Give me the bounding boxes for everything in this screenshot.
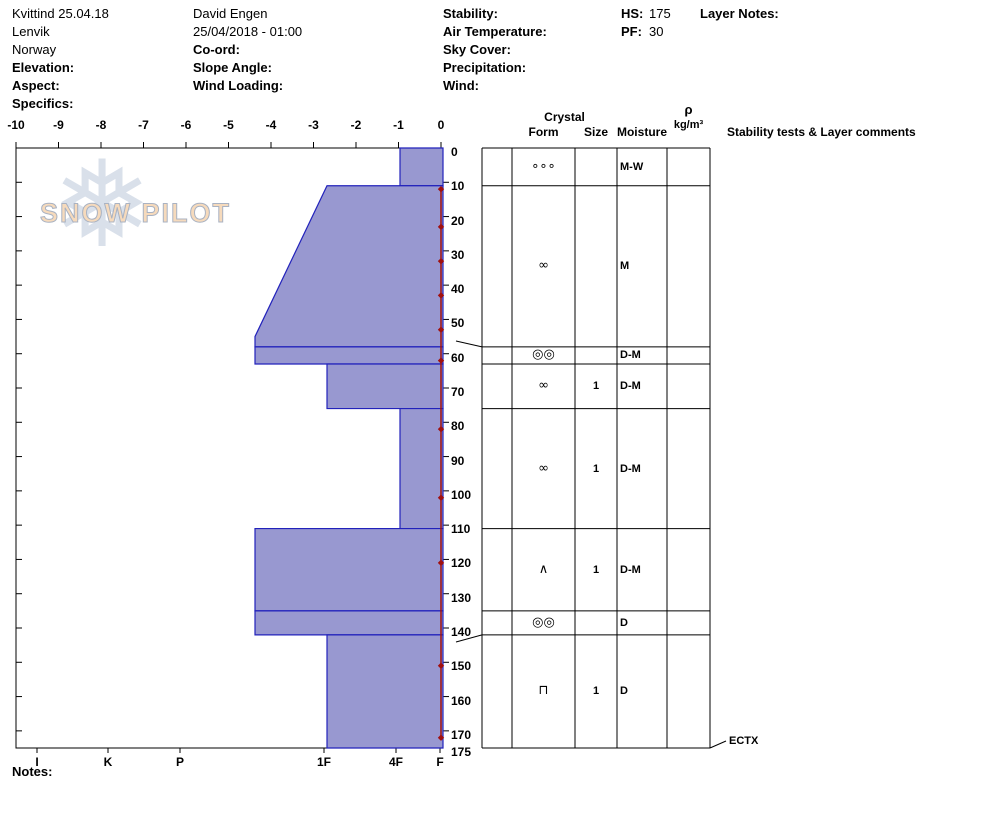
depth-summary-column: HS: 175 PF: 30 xyxy=(621,5,671,41)
observer-info-column: David Engen 25/04/2018 - 01:00 Co-ord: S… xyxy=(193,5,302,95)
pit-name: Kvittind 25.04.18 xyxy=(12,6,109,21)
wind-loading-label: Wind Loading: xyxy=(193,78,284,93)
notes-label: Notes: xyxy=(12,764,53,779)
elevation-label: Elevation: xyxy=(12,60,75,75)
specifics-label: Specifics: xyxy=(12,96,74,111)
temperature-point xyxy=(437,326,445,333)
layer-notes-label: Layer Notes: xyxy=(700,6,779,21)
temperature-point xyxy=(437,662,445,669)
coord-label: Co-ord: xyxy=(193,42,240,57)
stability-label: Stability: xyxy=(443,6,498,21)
snow-layer xyxy=(399,147,444,187)
aspect-label: Aspect: xyxy=(12,78,60,93)
moisture-column-header: Moisture xyxy=(616,125,667,139)
density-symbol-header: ρ xyxy=(684,102,693,117)
air-temperature-label: Air Temperature: xyxy=(443,24,547,39)
hs-label: HS: xyxy=(621,6,644,21)
temperature-point xyxy=(437,425,445,433)
wind-label: Wind: xyxy=(443,78,479,93)
crystal-column-header: Crystal xyxy=(544,110,585,124)
country: Norway xyxy=(12,42,57,57)
snow-layer xyxy=(326,634,444,749)
pit-datetime: 25/04/2018 - 01:00 xyxy=(193,24,303,39)
conditions-info-column: Stability: Air Temperature: Sky Cover: P… xyxy=(443,5,547,95)
ectx-leader-line xyxy=(709,740,727,749)
snow-layer xyxy=(326,363,444,410)
crust-connector xyxy=(455,340,483,348)
layer-notes-column: Layer Notes: xyxy=(700,5,779,23)
snow-layer xyxy=(254,610,444,636)
pf-label: PF: xyxy=(621,24,642,39)
comments-column-header: Stability tests & Layer comments xyxy=(727,125,916,139)
sky-cover-label: Sky Cover: xyxy=(443,42,511,57)
temperature-point xyxy=(437,559,445,567)
snow-layer xyxy=(399,407,444,530)
snow-layer xyxy=(254,527,444,612)
snowflake-icon: ❅ xyxy=(52,136,153,275)
temperature-point xyxy=(437,185,445,193)
form-column-header: Form xyxy=(528,125,559,139)
temperature-point xyxy=(437,257,445,265)
slope-angle-label: Slope Angle: xyxy=(193,60,272,75)
watermark-text: SNOW PILOT xyxy=(40,198,231,229)
size-column-header: Size xyxy=(583,125,608,139)
temperature-point xyxy=(437,223,445,231)
temperature-point xyxy=(437,292,445,299)
snow-layer xyxy=(254,346,444,365)
location-info-column: Kvittind 25.04.18 Lenvik Norway Elevatio… xyxy=(12,5,109,113)
precipitation-label: Precipitation: xyxy=(443,60,527,75)
density-unit-header: kg/m³ xyxy=(673,119,704,131)
observer-name: David Engen xyxy=(193,6,268,21)
pf-value: 30 xyxy=(649,24,664,39)
temperature-point xyxy=(437,357,445,364)
region: Lenvik xyxy=(12,24,50,39)
hs-value: 175 xyxy=(649,6,671,21)
snow-layer xyxy=(254,185,444,348)
temperature-point xyxy=(437,494,445,501)
ectx-test-annotation: ECTX xyxy=(729,735,759,747)
crust-connector xyxy=(455,634,483,643)
temperature-point xyxy=(437,734,445,741)
